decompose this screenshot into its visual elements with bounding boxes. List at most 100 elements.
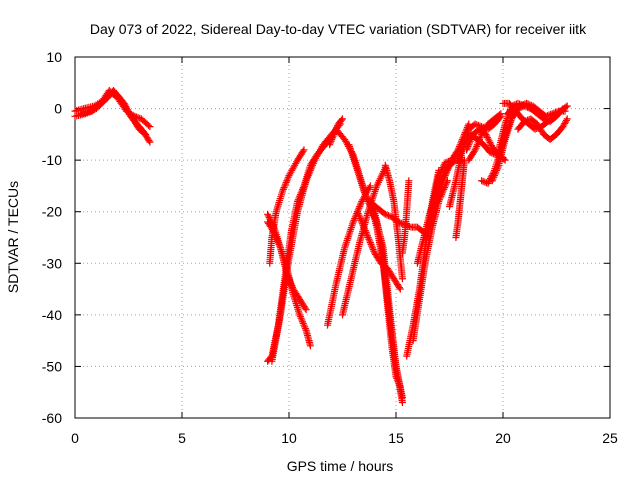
data-point [470, 147, 478, 155]
data-point [302, 177, 310, 185]
data-point [489, 175, 497, 183]
data-point [264, 210, 272, 218]
plot-frame [74, 56, 611, 419]
data-point [343, 236, 351, 244]
series-5 [266, 146, 308, 267]
y-tick-label: -60 [42, 410, 62, 426]
data-point [510, 105, 518, 113]
data-point [360, 223, 368, 231]
data-point [346, 229, 354, 237]
y-tick-label: 10 [46, 49, 62, 65]
data-point [355, 211, 363, 219]
data-point [281, 182, 289, 190]
data-point [520, 117, 528, 125]
data-point [279, 187, 287, 195]
data-point [366, 182, 374, 190]
data-point [405, 177, 413, 185]
data-point [299, 319, 307, 327]
series-14 [366, 197, 404, 391]
data-point [483, 134, 491, 142]
data-point [350, 216, 358, 224]
data-point [561, 118, 569, 126]
data-point [133, 113, 141, 121]
data-point [274, 239, 282, 247]
data-point [443, 168, 451, 176]
data-point [464, 142, 472, 150]
data-point [359, 221, 367, 229]
data-point [485, 137, 493, 145]
data-point [396, 383, 404, 391]
data-point [305, 170, 313, 178]
data-point [326, 141, 334, 149]
data-point [513, 103, 521, 111]
series-32 [503, 99, 569, 120]
data-point [477, 132, 485, 140]
data-point [393, 374, 401, 382]
data-point [358, 218, 366, 226]
data-point [358, 220, 366, 228]
data-point [496, 111, 504, 119]
series-16 [381, 161, 406, 283]
data-point [553, 108, 561, 116]
data-point [548, 110, 556, 118]
chart-title: Day 073 of 2022, Sidereal Day-to-day VTE… [90, 21, 587, 37]
data-point [368, 244, 376, 252]
data-point [365, 235, 373, 243]
data-point [383, 211, 391, 219]
data-point [523, 99, 531, 107]
data-point [368, 242, 376, 250]
data-point [436, 170, 444, 178]
data-point [274, 237, 282, 245]
data-point [296, 311, 304, 319]
data-point [393, 376, 401, 384]
data-point [361, 227, 369, 235]
data-point [437, 167, 445, 175]
data-point [490, 173, 498, 181]
data-point [349, 218, 357, 226]
data-point [438, 165, 446, 173]
data-point [131, 112, 139, 120]
data-point [357, 199, 365, 207]
data-point [347, 224, 355, 232]
data-point [354, 209, 362, 217]
series-9 [326, 115, 346, 149]
data-point [272, 234, 280, 241]
data-point [468, 134, 476, 142]
data-point [284, 173, 292, 181]
data-point [342, 238, 350, 246]
data-point [347, 225, 355, 233]
data-point [476, 134, 484, 142]
data-point [491, 170, 499, 178]
data-point [396, 381, 404, 389]
y-tick-label: -10 [42, 152, 62, 168]
data-point [370, 191, 378, 199]
data-point [471, 146, 479, 154]
data-point [395, 380, 403, 388]
data-point [346, 227, 354, 235]
data-point [440, 162, 448, 170]
data-point [289, 283, 297, 291]
data-point [563, 115, 571, 123]
data-point [306, 166, 314, 174]
data-point [301, 325, 309, 333]
data-point [288, 282, 296, 290]
data-point [279, 185, 287, 193]
data-point [475, 137, 483, 145]
data-point [339, 115, 346, 123]
data-point [271, 230, 279, 238]
data-point [484, 179, 492, 187]
data-point [478, 177, 486, 185]
data-point [308, 163, 316, 171]
data-point [484, 135, 492, 143]
data-point [562, 103, 570, 111]
data-point [345, 231, 353, 239]
data-point [486, 138, 494, 146]
data-point [522, 117, 530, 125]
data-point [561, 107, 569, 115]
data-point [328, 136, 336, 144]
series-27 [465, 110, 505, 164]
data-point [275, 240, 283, 248]
data-point [441, 173, 449, 181]
data-point [356, 203, 364, 211]
data-point [398, 399, 406, 407]
